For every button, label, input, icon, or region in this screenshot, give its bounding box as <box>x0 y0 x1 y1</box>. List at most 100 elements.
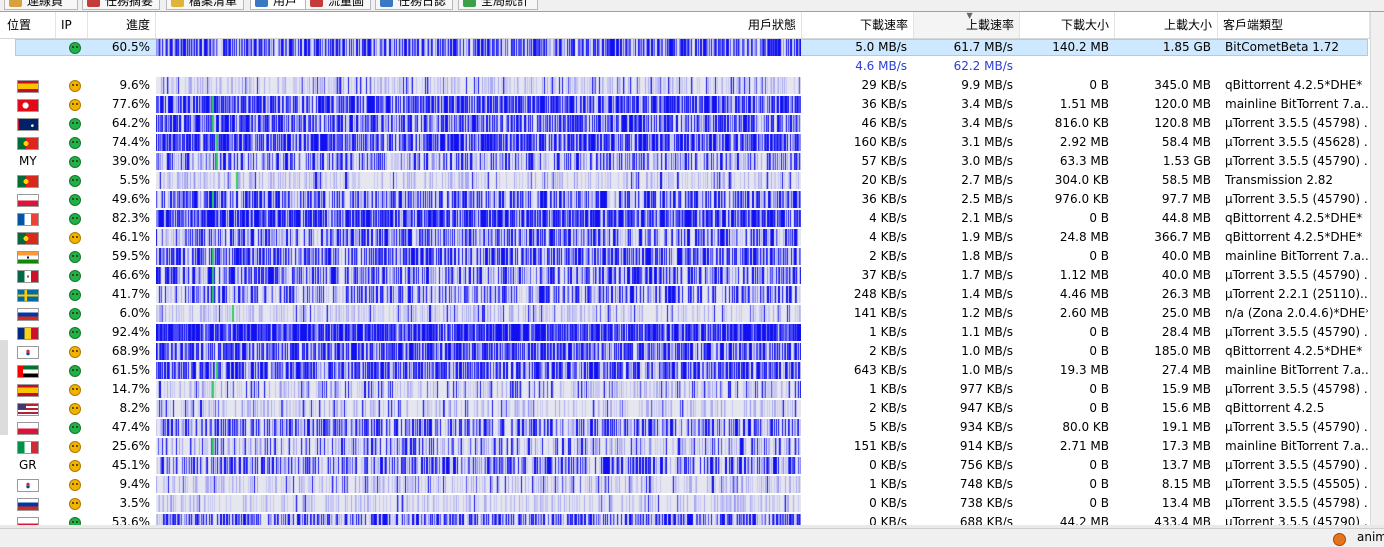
uploaded-size: 1.53 GB <box>1162 154 1211 168</box>
peer-row[interactable]: 14.7% 1 KB/s 977 KB/s 0 B 15.9 MB µTorrent 3.… <box>0 380 1370 399</box>
client-type: BitCometBeta 1.72 <box>1225 40 1339 54</box>
tab-2[interactable]: 任務摘要 <box>82 0 160 10</box>
progress-text: 92.4% <box>111 325 150 339</box>
peer-row[interactable]: 64.2% 46 KB/s 3.4 MB/s 816.0 KB 120.8 MB µTor… <box>0 114 1370 133</box>
column-header-up-rate[interactable]: ▼ 上載速率 <box>914 11 1020 38</box>
column-header-downloaded[interactable]: 下載大小 <box>1020 12 1115 38</box>
self-peer-row[interactable]: 60.5% 5.0 MB/s 61.7 MB/s 140.2 MB 1.85 G… <box>0 38 1370 57</box>
upload-rate: 914 KB/s <box>959 439 1013 453</box>
left-pane-edge <box>0 340 8 435</box>
download-rate: 160 KB/s <box>853 135 907 149</box>
piece-status-bar <box>156 419 801 436</box>
upload-rate: 3.1 MB/s <box>961 135 1013 149</box>
peer-row[interactable]: 9.4% 1 KB/s 748 KB/s 0 B 8.15 MB µTorrent 3.5… <box>0 475 1370 494</box>
uploaded-size: 17.3 MB <box>1161 439 1211 453</box>
downloaded-size: 0 B <box>1089 325 1109 339</box>
client-type: µTorrent 3.5.5 (45790) ... <box>1225 458 1368 472</box>
peer-row[interactable]: 74.4% 160 KB/s 3.1 MB/s 2.92 MB 58.4 MB µTorr… <box>0 133 1370 152</box>
client-type: qBittorrent 4.2.5*DHE* <box>1225 78 1363 92</box>
client-type: mainline BitTorrent 7.a... <box>1225 439 1368 453</box>
tab-4[interactable]: 用戶 <box>250 0 308 10</box>
column-header-progress[interactable]: 進度 <box>88 12 156 38</box>
progress-text: 5.5% <box>119 173 151 187</box>
progress-text: 6.0% <box>119 306 151 320</box>
downloaded-size: 816.0 KB <box>1054 116 1109 130</box>
peer-row[interactable]: 68.9% 2 KB/s 1.0 MB/s 0 B 185.0 MB qBittorren… <box>0 342 1370 361</box>
peer-row[interactable]: 5.5% 20 KB/s 2.7 MB/s 304.0 KB 58.5 MB Transm… <box>0 171 1370 190</box>
peer-row[interactable]: 92.4% 1 KB/s 1.1 MB/s 0 B 28.4 MB µTorrent 3.… <box>0 323 1370 342</box>
tab-7[interactable]: 全局統計 <box>458 0 538 10</box>
downloaded-size: 19.3 MB <box>1059 363 1109 377</box>
column-header-client[interactable]: 客戶端類型 <box>1218 12 1370 38</box>
client-type: mainline BitTorrent 7.a... <box>1225 363 1368 377</box>
peer-row[interactable]: 82.3% 4 KB/s 2.1 MB/s 0 B 44.8 MB qBittorrent… <box>0 209 1370 228</box>
client-type: n/a (Zona 2.0.4.6)*DHE* <box>1225 306 1368 320</box>
download-rate: 1 KB/s <box>869 477 907 491</box>
peer-row[interactable]: 47.4% 5 KB/s 934 KB/s 80.0 KB 19.1 MB µTorren… <box>0 418 1370 437</box>
client-type: qBittorrent 4.2.5*DHE* <box>1225 211 1363 225</box>
peer-row[interactable]: 9.6% 29 KB/s 9.9 MB/s 0 B 345.0 MB qBittorren… <box>0 76 1370 95</box>
tab-3[interactable]: 檔案清單 <box>166 0 244 10</box>
piece-status-bar <box>156 495 801 512</box>
tab-1[interactable]: 連線員 <box>4 0 78 10</box>
peer-row[interactable]: 46.1% 4 KB/s 1.9 MB/s 24.8 MB 366.7 MB qBitto… <box>0 228 1370 247</box>
peer-row[interactable]: 61.5% 643 KB/s 1.0 MB/s 19.3 MB 27.4 MB mainl… <box>0 361 1370 380</box>
uploaded-size: 185.0 MB <box>1154 344 1211 358</box>
peer-row[interactable]: 6.0% 141 KB/s 1.2 MB/s 2.60 MB 25.0 MB n/a (Z… <box>0 304 1370 323</box>
connection-poor-icon <box>69 403 81 415</box>
client-type: qBittorrent 4.2.5*DHE* <box>1225 344 1363 358</box>
download-rate: 2 KB/s <box>869 344 907 358</box>
downloaded-size: 0 B <box>1089 344 1109 358</box>
flag-pl-icon <box>17 194 39 207</box>
peer-row[interactable]: 41.7% 248 KB/s 1.4 MB/s 4.46 MB 26.3 MB µTorr… <box>0 285 1370 304</box>
peer-row[interactable]: 8.2% 2 KB/s 947 KB/s 0 B 15.6 MB qBittorrent … <box>0 399 1370 418</box>
peer-row[interactable]: 25.6% 151 KB/s 914 KB/s 2.71 MB 17.3 MB mainl… <box>0 437 1370 456</box>
upload-rate: 1.2 MB/s <box>961 306 1013 320</box>
downloaded-size: 1.12 MB <box>1059 268 1109 282</box>
uploaded-size: 97.7 MB <box>1161 192 1211 206</box>
horizontal-scrollbar[interactable] <box>0 525 1384 528</box>
progress-text: 3.5% <box>119 496 151 510</box>
client-type: µTorrent 3.5.5 (45798) ... <box>1225 496 1368 510</box>
uploaded-size: 40.0 MB <box>1161 249 1211 263</box>
peer-row[interactable]: 46.6% 37 KB/s 1.7 MB/s 1.12 MB 40.0 MB µTorre… <box>0 266 1370 285</box>
column-header-location[interactable]: 位置 <box>0 12 56 38</box>
progress-text: 53.6% <box>111 515 150 525</box>
peer-row[interactable]: 3.5% 0 KB/s 738 KB/s 0 B 13.4 MB µTorrent 3.5… <box>0 494 1370 513</box>
peer-row[interactable]: 77.6% 36 KB/s 3.4 MB/s 1.51 MB 120.0 MB mainl… <box>0 95 1370 114</box>
downloaded-size: 0 B <box>1089 382 1109 396</box>
progress-text: 14.7% <box>111 382 150 396</box>
uploaded-size: 345.0 MB <box>1154 78 1211 92</box>
uploaded-size: 15.9 MB <box>1161 382 1211 396</box>
peer-row[interactable]: 59.5% 2 KB/s 1.8 MB/s 0 B 40.0 MB mainline Bi… <box>0 247 1370 266</box>
tab-6[interactable]: 任務日誌 <box>375 0 453 10</box>
flag-es-icon <box>17 384 39 397</box>
piece-status-bar <box>156 248 801 265</box>
client-type: µTorrent 3.5.5 (45790) ... <box>1225 154 1368 168</box>
download-rate: 20 KB/s <box>861 173 907 187</box>
peer-row[interactable]: 53.6% 0 KB/s 688 KB/s 44.2 MB 433.4 MB µTorre… <box>0 513 1370 525</box>
column-header-ip[interactable]: IP <box>56 12 88 38</box>
tab-label: 全局統計 <box>481 0 530 8</box>
connection-good-icon <box>69 365 81 377</box>
peer-row[interactable]: 49.6% 36 KB/s 2.5 MB/s 976.0 KB 97.7 MB µTorr… <box>0 190 1370 209</box>
connection-good-icon <box>69 289 81 301</box>
progress-text: 8.2% <box>119 401 151 415</box>
total-download-rate: 4.6 MB/s <box>855 59 907 73</box>
column-header-uploaded[interactable]: 上載大小 <box>1115 12 1218 38</box>
column-header-status[interactable]: 用戶狀態 <box>156 12 802 38</box>
upload-rate: 2.5 MB/s <box>961 192 1013 206</box>
connection-good-icon <box>69 422 81 434</box>
uploaded-size: 13.7 MB <box>1161 458 1211 472</box>
connection-good-icon <box>69 156 81 168</box>
tab-5[interactable]: 流量圖 <box>305 0 371 10</box>
tab-icon <box>310 0 323 7</box>
column-header-down-rate[interactable]: 下載速率 <box>802 12 914 38</box>
progress-text: 77.6% <box>111 97 150 111</box>
peer-row[interactable]: GR 45.1% 0 KB/s 756 KB/s 0 B 13.7 MB µTorrent … <box>0 456 1370 475</box>
column-header-progress-label: 進度 <box>125 18 150 32</box>
vertical-scrollbar[interactable] <box>1370 12 1384 525</box>
client-type: µTorrent 3.5.5 (45790) ... <box>1225 515 1368 525</box>
progress-text: 39.0% <box>111 154 150 168</box>
peer-row[interactable]: MY 39.0% 57 KB/s 3.0 MB/s 63.3 MB 1.53 GB µTor… <box>0 152 1370 171</box>
